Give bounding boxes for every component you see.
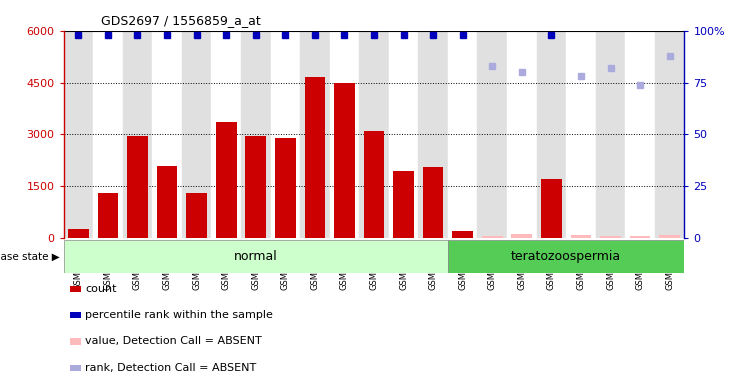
Text: GDS2697 / 1556859_a_at: GDS2697 / 1556859_a_at	[101, 14, 261, 27]
Bar	[595, 31, 625, 238]
Text: normal: normal	[234, 250, 278, 263]
Bar	[418, 31, 448, 238]
Bar	[448, 240, 684, 273]
Bar	[448, 31, 477, 238]
Bar	[393, 170, 414, 238]
Bar	[334, 83, 355, 238]
Bar	[536, 31, 566, 238]
Bar	[541, 179, 562, 238]
Bar	[482, 236, 503, 238]
Bar	[359, 31, 389, 238]
Bar	[654, 31, 684, 238]
Text: value, Detection Call = ABSENT: value, Detection Call = ABSENT	[85, 336, 262, 346]
Bar	[275, 138, 295, 238]
Bar	[659, 235, 680, 238]
Bar	[153, 31, 182, 238]
Text: teratozoospermia: teratozoospermia	[511, 250, 622, 263]
Bar	[97, 193, 118, 238]
Bar	[70, 312, 81, 318]
Bar	[625, 31, 654, 238]
Bar	[330, 31, 359, 238]
Text: disease state ▶: disease state ▶	[0, 251, 60, 262]
Bar	[70, 338, 81, 344]
Text: percentile rank within the sample: percentile rank within the sample	[85, 310, 273, 320]
Bar	[571, 235, 591, 238]
Bar	[271, 31, 300, 238]
Bar	[186, 193, 207, 238]
Bar	[156, 166, 177, 238]
Bar	[630, 236, 651, 238]
Bar	[453, 231, 473, 238]
Bar	[300, 31, 330, 238]
Bar	[127, 136, 148, 238]
Bar	[389, 31, 418, 238]
Bar	[566, 31, 595, 238]
Bar	[423, 167, 444, 238]
Bar	[182, 31, 212, 238]
Bar	[507, 31, 536, 238]
Bar	[477, 31, 507, 238]
Bar	[600, 236, 621, 238]
Bar	[94, 31, 123, 238]
Bar	[216, 122, 236, 238]
Bar	[245, 136, 266, 238]
Bar	[512, 234, 532, 238]
Text: count: count	[85, 284, 117, 294]
Bar	[70, 365, 81, 371]
Bar	[64, 31, 94, 238]
Bar	[304, 78, 325, 238]
Bar	[68, 230, 89, 238]
Bar	[212, 31, 241, 238]
Text: rank, Detection Call = ABSENT: rank, Detection Call = ABSENT	[85, 363, 257, 373]
Bar	[70, 286, 81, 292]
Bar	[64, 240, 448, 273]
Bar	[364, 131, 384, 238]
Bar	[123, 31, 153, 238]
Bar	[241, 31, 271, 238]
